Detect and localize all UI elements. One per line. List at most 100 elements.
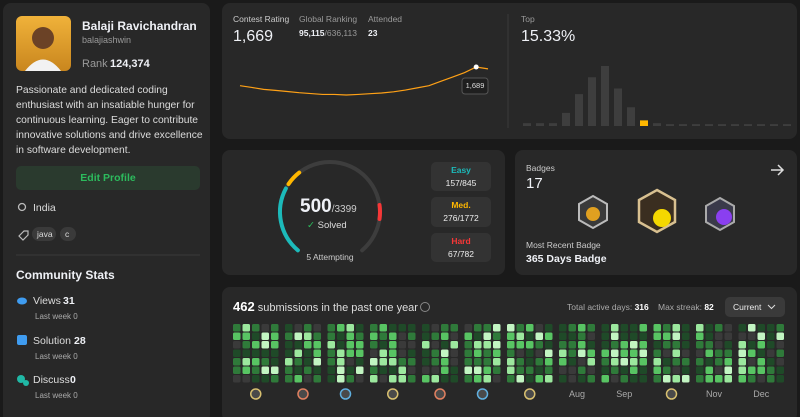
- heatmap-cell: [398, 341, 406, 349]
- rating-line: [239, 66, 489, 96]
- range-dropdown[interactable]: [725, 297, 785, 317]
- heatmap-cell: [748, 358, 756, 366]
- heatmap-cell: [516, 366, 524, 374]
- heatmap-cell: [233, 349, 241, 357]
- difficulty-value: 276/1772: [443, 213, 479, 223]
- heatmap-cell: [653, 366, 661, 374]
- heatmap-cell: [294, 349, 302, 357]
- month-badge: [665, 388, 678, 400]
- heatmap-cell: [757, 375, 765, 383]
- heatmap-cell: [346, 375, 354, 383]
- heatmap-cell: [601, 332, 609, 340]
- heatmap-cell: [620, 375, 628, 383]
- heatmap-cell: [450, 324, 458, 332]
- heatmap-cell: [313, 366, 321, 374]
- distribution-bar: [562, 112, 570, 126]
- heatmap-cell: [493, 366, 501, 374]
- heatmap-cell: [748, 375, 756, 383]
- edit-profile[interactable]: Edit Profile: [80, 172, 136, 184]
- location: India: [33, 202, 56, 214]
- heatmap-cell: [516, 358, 524, 366]
- distribution-bar: [536, 123, 544, 126]
- distribution-bar: [549, 123, 557, 126]
- heatmap-cell: [294, 358, 302, 366]
- views-icon: [17, 297, 27, 305]
- heatmap-cell: [672, 358, 680, 366]
- badges-arrow[interactable]: [771, 164, 785, 176]
- heatmap-cell: [611, 341, 619, 349]
- heatmap-cell: [715, 375, 723, 383]
- submissions-title: 462 submissions in the past one year: [233, 299, 418, 314]
- heatmap-cell: [601, 324, 609, 332]
- distribution-bar: [731, 124, 739, 126]
- top-label: Top: [521, 14, 535, 24]
- discuss-icon: [23, 380, 29, 386]
- heatmap-cell: [450, 341, 458, 349]
- heatmap-cell: [559, 366, 567, 374]
- heatmap-cell: [611, 375, 619, 383]
- heatmap-cell: [705, 349, 713, 357]
- heatmap-cell: [233, 375, 241, 383]
- edit-button-bg[interactable]: [16, 166, 200, 190]
- skill: c: [65, 229, 70, 239]
- distribution-bar: [783, 124, 791, 126]
- heatmap-cell: [464, 358, 472, 366]
- heatmap-cell: [767, 332, 775, 340]
- month-label: Nov: [706, 389, 723, 399]
- distribution-bar: [653, 123, 661, 126]
- heatmap-cell: [252, 324, 260, 332]
- heatmap-cell: [493, 358, 501, 366]
- month-badge: [297, 388, 309, 400]
- heatmap-cell: [639, 366, 647, 374]
- heatmap-cell: [346, 358, 354, 366]
- heatmap-cell: [271, 332, 279, 340]
- heatmap-cell: [294, 366, 302, 374]
- heatmap-cell: [441, 375, 449, 383]
- heatmap-cell: [398, 349, 406, 357]
- heatmap-cell: [483, 366, 491, 374]
- range-label[interactable]: Current: [733, 302, 762, 312]
- ring-arc: [278, 186, 300, 253]
- heatmap-cell: [474, 358, 482, 366]
- solution-icon: [17, 335, 27, 345]
- heatmap-cell: [493, 375, 501, 383]
- heatmap-cell: [441, 324, 449, 332]
- info-icon[interactable]: [420, 302, 430, 312]
- stat-note: Last week 0: [35, 351, 78, 361]
- heatmap-cell: [705, 324, 713, 332]
- heatmap-cell: [483, 375, 491, 383]
- heatmap-cell: [294, 375, 302, 383]
- heatmap-cell: [663, 366, 671, 374]
- heatmap-cell: [337, 324, 345, 332]
- heatmap-cell: [653, 341, 661, 349]
- heatmap-cell: [233, 324, 241, 332]
- distribution-bar: [757, 124, 765, 126]
- month-label: Dec: [753, 389, 770, 399]
- heatmap-cell: [757, 349, 765, 357]
- heatmap-cell: [356, 358, 364, 366]
- heatmap-cell: [271, 324, 279, 332]
- heatmap-cell: [663, 324, 671, 332]
- heatmap-cell: [757, 341, 765, 349]
- solved-number: 500: [300, 196, 332, 217]
- stat-label: Discuss: [33, 374, 70, 386]
- heatmap-cell: [464, 375, 472, 383]
- heatmap-cell: [559, 324, 567, 332]
- heatmap-cell: [431, 341, 439, 349]
- heatmap-cell: [715, 332, 723, 340]
- heatmap-cell: [450, 349, 458, 357]
- heatmap-cell: [379, 366, 387, 374]
- heatmap-cell: [682, 366, 690, 374]
- heatmap-cell: [672, 366, 680, 374]
- heatmap-cell: [389, 358, 397, 366]
- heatmap-cell: [474, 366, 482, 374]
- heatmap-cell: [587, 349, 595, 357]
- heatmap-cell: [559, 341, 567, 349]
- heatmap-cell: [601, 375, 609, 383]
- heatmap-cell: [578, 358, 586, 366]
- stat-value: 31: [63, 295, 75, 307]
- heatmap-cell: [630, 349, 638, 357]
- heatmap-cell: [327, 375, 335, 383]
- heatmap-cell: [738, 366, 746, 374]
- heatmap-cell: [474, 349, 482, 357]
